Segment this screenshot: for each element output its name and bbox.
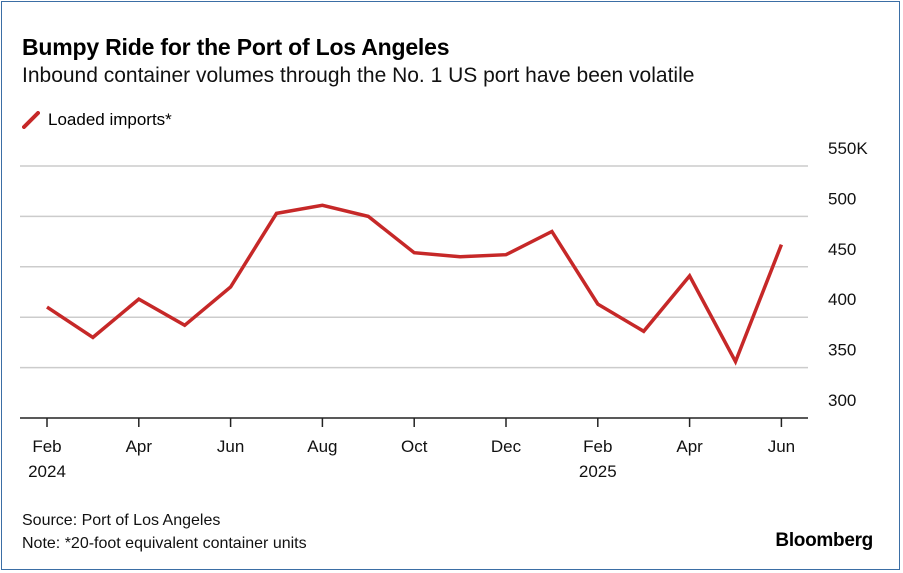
data-point [91,335,95,339]
footnote: Note: *20-foot equivalent container unit… [22,535,307,552]
data-point [458,255,462,259]
data-point [504,253,508,257]
y-tick-label: 350 [828,341,856,360]
x-tick-label: Apr [126,437,153,456]
data-point [45,305,49,309]
data-point [642,329,646,333]
data-point [550,230,554,234]
data-point [734,360,738,364]
data-point [320,203,324,207]
chart-subtitle: Inbound container volumes through the No… [22,64,695,87]
data-point [688,274,692,278]
bloomberg-logo: Bloomberg [775,530,873,551]
y-tick-label: 450 [828,240,856,259]
data-point [412,251,416,255]
x-tick-year-label: 2024 [28,462,66,481]
x-tick-label: Jun [768,437,795,456]
chart-title: Bumpy Ride for the Port of Los Angeles [22,34,450,60]
data-point [275,211,279,215]
x-tick-label: Jun [217,437,244,456]
y-tick-label: 300 [828,391,856,410]
data-point [183,323,187,327]
data-point [366,214,370,218]
x-tick-label: Feb [32,437,61,456]
x-tick-label: Apr [676,437,703,456]
x-tick-label: Aug [307,437,337,456]
series-line-loaded-imports [46,203,784,366]
x-tick-year-label: 2025 [579,462,617,481]
legend-line-icon [22,111,40,129]
source-note: Source: Port of Los Angeles [22,512,221,529]
data-point [596,302,600,306]
legend: Loaded imports* [22,110,172,130]
data-point [779,243,783,247]
y-tick-label: 550K [828,139,868,158]
y-tick-label: 500 [828,189,856,208]
data-point [137,297,141,301]
x-tick-label: Oct [401,437,428,456]
y-tick-label: 400 [828,290,856,309]
legend-label: Loaded imports* [48,110,172,129]
data-point [229,285,233,289]
x-tick-label: Dec [491,437,522,456]
x-tick-label: Feb [583,437,612,456]
